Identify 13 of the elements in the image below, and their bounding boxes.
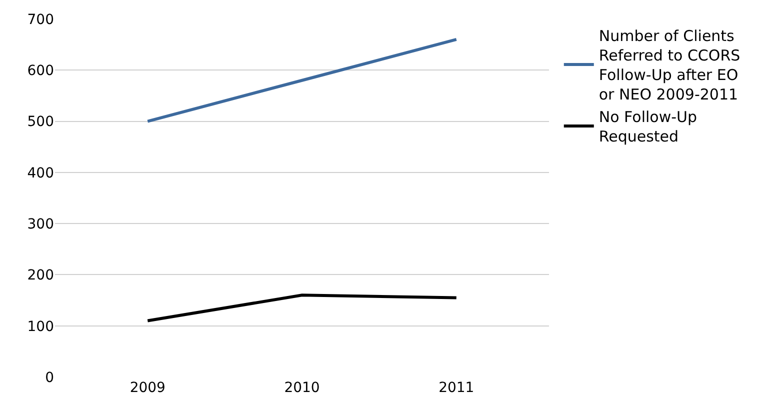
x-tick-label: 2011 <box>438 380 474 396</box>
legend-label: No Follow-Up Requested <box>598 108 698 146</box>
x-tick-label: 2009 <box>130 380 166 396</box>
y-tick-label: 500 <box>27 114 54 130</box>
legend-label: Number of Clients Referred to CCORS Follow-Up after EO or NEO 2009-2011 <box>598 27 740 104</box>
y-tick-label: 200 <box>27 268 54 284</box>
y-tick-label: 100 <box>27 318 54 335</box>
y-tick-label: 600 <box>27 63 54 80</box>
y-tick-label: 300 <box>27 216 54 232</box>
x-tick-label: 2010 <box>284 380 320 396</box>
y-tick-label: 0 <box>45 370 54 386</box>
y-tick-label: 700 <box>27 12 54 28</box>
y-tick-label: 400 <box>27 165 54 182</box>
